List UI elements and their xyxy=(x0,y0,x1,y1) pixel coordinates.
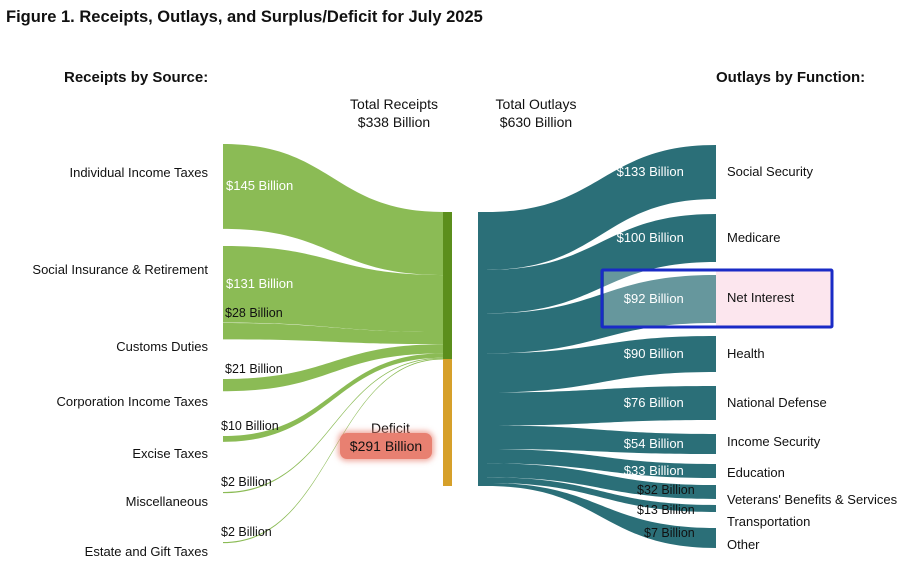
function-label-health: Health xyxy=(727,346,765,361)
total-receipts: Total Receipts $338 Billion xyxy=(334,95,454,131)
total-receipts-bar xyxy=(443,212,452,360)
receipt-flow-corporation-income-taxes xyxy=(223,344,443,392)
total-receipts-value: $338 Billion xyxy=(357,114,431,130)
outlay-flow-income-security xyxy=(487,425,716,454)
total-outlays-value: $630 Billion xyxy=(499,114,573,130)
outlay-value-medicare: $100 Billion xyxy=(616,230,684,245)
source-value-social-insurance-retirement: $131 Billion xyxy=(226,276,294,292)
deficit-bar xyxy=(443,359,452,486)
function-label-transportation: Transportation xyxy=(727,514,811,529)
function-label-income-security: Income Security xyxy=(727,434,821,449)
net-interest-highlight-veil xyxy=(604,271,716,326)
outlay-value-veterans-benefits-services: $32 Billion xyxy=(637,483,695,497)
outlay-flow-other xyxy=(487,482,716,548)
outlay-value-other: $7 Billion xyxy=(644,526,695,540)
source-label-miscellaneous: Miscellaneous xyxy=(125,494,208,509)
outlay-flow-health xyxy=(487,336,716,393)
function-label-net-interest: Net Interest xyxy=(727,290,795,305)
outlay-value-social-security: $133 Billion xyxy=(616,164,684,179)
receipts-heading: Receipts by Source: xyxy=(64,69,209,86)
source-value-customs-duties: $28 Billion xyxy=(225,306,283,320)
source-value-excise-taxes: $10 Billion xyxy=(221,419,279,433)
outlay-value-net-interest: $92 Billion xyxy=(623,291,684,306)
function-label-other: Other xyxy=(727,537,760,552)
source-label-customs-duties: Customs Duties xyxy=(116,339,208,354)
receipt-flow-estate-and-gift-taxes xyxy=(223,358,443,544)
outlay-value-education: $33 Billion xyxy=(623,463,684,478)
outlay-flow-medicare xyxy=(487,214,716,314)
deficit-label: Deficit xyxy=(371,420,410,436)
function-label-medicare: Medicare xyxy=(727,230,781,245)
net-interest-highlight-fill xyxy=(716,271,832,326)
function-label-veterans-benefits-services: Veterans' Benefits & Services xyxy=(727,492,898,507)
figure-title: Figure 1. Receipts, Outlays, and Surplus… xyxy=(6,8,483,26)
source-label-excise-taxes: Excise Taxes xyxy=(132,446,208,461)
total-outlays: Total Outlays $630 Billion xyxy=(476,95,596,131)
source-label-corporation-income-taxes: Corporation Income Taxes xyxy=(56,394,208,409)
source-value-corporation-income-taxes: $21 Billion xyxy=(225,362,283,376)
deficit-value-badge: $291 Billion xyxy=(340,433,432,459)
receipt-flow-customs-duties xyxy=(223,323,443,345)
source-value-individual-income-taxes: $145 Billion xyxy=(226,178,294,194)
source-value-estate-and-gift-taxes: $2 Billion xyxy=(221,525,272,539)
function-label-national-defense: National Defense xyxy=(727,395,827,410)
receipt-flow-individual-income-taxes xyxy=(223,144,443,276)
receipt-flow-miscellaneous xyxy=(223,357,443,494)
outlay-flow-veterans-benefits-services xyxy=(487,463,716,499)
outlay-value-health: $90 Billion xyxy=(623,346,684,361)
source-label-estate-and-gift-taxes: Estate and Gift Taxes xyxy=(84,544,208,559)
function-label-social-security: Social Security xyxy=(727,164,813,179)
outlay-value-income-security: $54 Billion xyxy=(623,436,684,451)
outlay-flow-social-security xyxy=(487,145,716,270)
outlay-flow-transportation xyxy=(487,477,716,512)
outlay-value-national-defense: $76 Billion xyxy=(623,395,684,410)
function-label-education: Education xyxy=(727,465,785,480)
source-label-social-insurance-retirement: Social Insurance & Retirement xyxy=(32,262,208,277)
source-label-individual-income-taxes: Individual Income Taxes xyxy=(69,165,208,180)
outlays-heading: Outlays by Function: xyxy=(716,69,866,86)
net-interest-highlight-box xyxy=(600,268,834,329)
outlay-value-transportation: $13 Billion xyxy=(637,503,695,517)
total-receipts-label: Total Receipts xyxy=(350,96,438,112)
total-outlays-bar xyxy=(478,212,487,486)
receipt-flow-social-insurance-retirement xyxy=(223,246,443,333)
outlay-flow-education xyxy=(487,449,716,478)
source-value-miscellaneous: $2 Billion xyxy=(221,475,272,489)
outlay-flow-national-defense xyxy=(487,386,716,426)
total-outlays-label: Total Outlays xyxy=(495,96,577,112)
receipt-flow-excise-taxes xyxy=(223,353,443,442)
